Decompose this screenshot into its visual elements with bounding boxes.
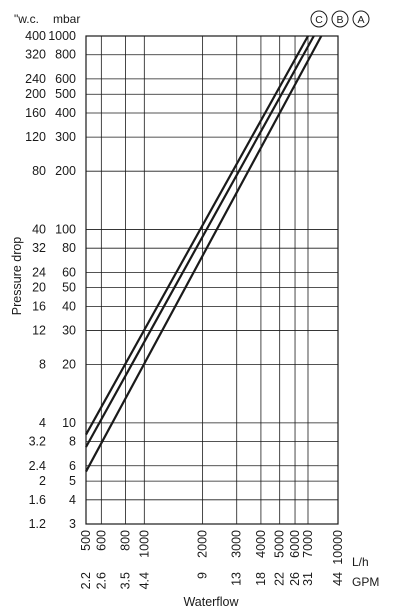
curve-c [85,35,309,436]
y-tick-label-wc: 24 [32,265,46,279]
y-tick-label-mbar: 600 [55,72,76,86]
y-tick-label-wc: 200 [25,87,46,101]
x-tick-label-lh: 2000 [196,530,210,558]
x-tick-label-gpm: 18 [254,572,268,586]
x-tick-label-lh: 500 [79,530,93,551]
y-tick-label-mbar: 100 [55,222,76,236]
y-tick-label-wc: 2.4 [29,459,46,473]
legend-marker-b: B [331,10,349,28]
x-tick-label-lh: 5000 [273,530,287,558]
y-tick-label-wc: 160 [25,106,46,120]
curve-b [85,35,315,448]
x-unit-secondary: GPM [352,575,379,589]
x-tick-label-lh: 800 [119,530,133,551]
x-tick-label-lh: 3000 [230,530,244,558]
y-tick-label-wc: 4 [39,416,46,430]
legend-circle [331,10,349,28]
y-axis-title: Pressure drop [10,237,24,316]
y-tick-label-wc: 20 [32,281,46,295]
legend-label: C [315,14,323,26]
y-tick-label-wc: 12 [32,324,46,338]
x-tick-label-lh: 6000 [288,530,302,558]
y-unit-secondary: "w.c. [14,12,39,26]
legend-circle [352,10,370,28]
y-tick-label-mbar: 200 [55,164,76,178]
x-tick-label-gpm: 4.4 [137,572,151,589]
curves [85,35,323,473]
y-tick-label-mbar: 8 [69,435,76,449]
y-tick-label-wc: 3.2 [29,435,46,449]
y-tick-label-wc: 2 [39,474,46,488]
y-tick-label-mbar: 50 [62,281,76,295]
y-tick-label-wc: 120 [25,130,46,144]
y-tick-label-wc: 1.2 [29,517,46,531]
x-tick-label-lh: 600 [94,530,108,551]
y-tick-label-mbar: 80 [62,241,76,255]
y-tick-label-wc: 16 [32,299,46,313]
y-tick-label-mbar: 3 [69,517,76,531]
x-tick-label-gpm: 9 [196,572,210,579]
y-tick-label-mbar: 800 [55,48,76,62]
y-tick-label-mbar: 30 [62,324,76,338]
x-tick-label-lh: 10000 [331,530,345,565]
legend-marker-c: C [310,10,328,28]
y-tick-label-wc: 240 [25,72,46,86]
y-tick-label-mbar: 400 [55,106,76,120]
x-tick-label-gpm: 22 [273,572,287,586]
y-tick-label-mbar: 60 [62,265,76,279]
x-tick-label-lh: 1000 [137,530,151,558]
y-tick-label-wc: 1.6 [29,493,46,507]
x-tick-label-gpm: 2.6 [94,572,108,589]
x-tick-label-gpm: 3.5 [119,572,133,589]
legend-label: A [357,14,364,26]
curve-a [85,35,323,473]
y-unit-primary: mbar [53,12,80,26]
y-tick-label-mbar: 6 [69,459,76,473]
x-unit-primary: L/h [352,555,369,569]
x-tick-label-gpm: 44 [331,572,345,586]
y-tick-label-wc: 320 [25,48,46,62]
x-gridlines [85,36,339,524]
y-tick-label-mbar: 500 [55,87,76,101]
y-tick-label-mbar: 1000 [48,29,76,43]
y-tick-label-mbar: 300 [55,130,76,144]
y-tick-label-mbar: 5 [69,474,76,488]
y-tick-label-mbar: 10 [62,416,76,430]
legend-circle [310,10,328,28]
x-tick-label-gpm: 31 [301,572,315,586]
legend-marker-a: A [352,10,370,28]
x-tick-label-lh: 7000 [301,530,315,558]
y-tick-label-mbar: 40 [62,299,76,313]
y-gridlines [86,35,338,525]
y-tick-label-mbar: 4 [69,493,76,507]
y-tick-label-mbar: 20 [62,358,76,372]
y-tick-label-wc: 400 [25,29,46,43]
x-tick-label-gpm: 2.2 [79,572,93,589]
x-tick-label-gpm: 26 [288,572,302,586]
x-axis-title: Waterflow [183,595,239,609]
x-tick-label-gpm: 13 [230,572,244,586]
x-tick-label-lh: 4000 [254,530,268,558]
y-tick-label-wc: 32 [32,241,46,255]
y-tick-label-wc: 8 [39,358,46,372]
y-tick-label-wc: 40 [32,222,46,236]
plot-frame [85,35,339,525]
y-tick-label-wc: 80 [32,164,46,178]
legend-label: B [336,14,343,26]
